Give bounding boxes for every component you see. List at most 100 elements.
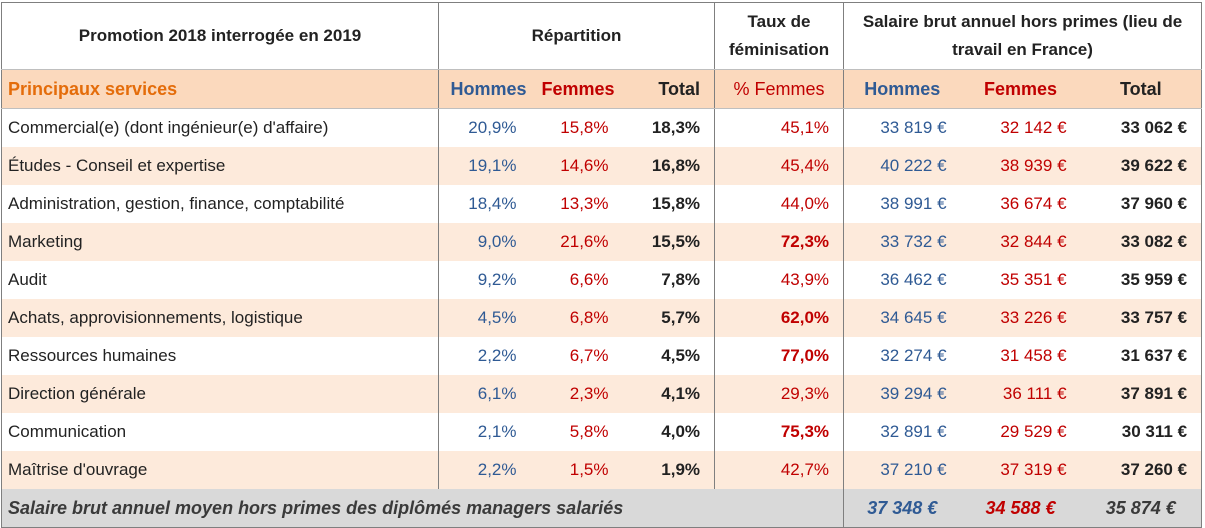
- table-row: Direction générale 6,1% 2,3% 4,1% 29,3% …: [1, 375, 1202, 413]
- footer-label: Salaire brut annuel moyen hors primes de…: [1, 489, 845, 528]
- femmes-value: 6,6%: [569, 270, 609, 289]
- salary-total-value: 30 311 €: [1121, 422, 1188, 441]
- femmes-value: 6,7%: [569, 346, 609, 365]
- service-name: Audit: [1, 261, 439, 299]
- total-value: 5,7%: [622, 299, 716, 337]
- footer-salary-hommes: 37 348 €: [843, 489, 961, 528]
- salary-total-value: 37 891 €: [1120, 384, 1188, 403]
- femmes-value: 2,3%: [569, 384, 609, 403]
- total-value: 15,5%: [622, 223, 716, 261]
- total-value: 4,0%: [622, 413, 716, 451]
- femmes-value: 15,8%: [560, 118, 609, 137]
- table-row: Maîtrise d'ouvrage 2,2% 1,5% 1,9% 42,7% …: [1, 451, 1202, 489]
- total-value: 18,3%: [622, 108, 716, 147]
- pct-femmes-value: 72,3%: [714, 223, 845, 261]
- hommes-value: 9,0%: [477, 232, 517, 251]
- salary-total-value: 33 082 €: [1120, 232, 1188, 251]
- salary-total-value: 35 959 €: [1120, 270, 1188, 289]
- col-sal-hommes: Hommes: [843, 69, 961, 109]
- hommes-value: 20,9%: [468, 118, 517, 137]
- pct-femmes-value: 42,7%: [714, 451, 845, 489]
- hommes-value: 4,5%: [477, 308, 517, 327]
- col-pct-femmes: % Femmes: [714, 69, 845, 109]
- total-value: 1,9%: [622, 451, 716, 489]
- salary-hommes-value: 33 732 €: [880, 232, 947, 251]
- salary-hommes-value: 33 819 €: [880, 118, 947, 137]
- service-name: Commercial(e) (dont ingénieur(e) d'affai…: [1, 108, 439, 147]
- table-row: Achats, approvisionnements, logistique 4…: [1, 299, 1202, 337]
- service-name: Ressources humaines: [1, 337, 439, 375]
- total-value: 15,8%: [622, 185, 716, 223]
- table-row: Commercial(e) (dont ingénieur(e) d'affai…: [1, 108, 1202, 147]
- salary-femmes-value: 36 111 €: [1002, 384, 1067, 403]
- hommes-value: 2,1%: [477, 422, 517, 441]
- repartition-header: Répartition: [438, 2, 716, 70]
- salary-hommes-value: 36 462 €: [880, 270, 947, 289]
- col-sal-femmes: Femmes: [960, 69, 1081, 109]
- femmes-value: 13,3%: [560, 194, 609, 213]
- pct-femmes-value: 29,3%: [714, 375, 845, 413]
- salary-femmes-value: 33 226 €: [1000, 308, 1067, 327]
- total-value: 7,8%: [622, 261, 716, 299]
- table-row: Ressources humaines 2,2% 6,7% 4,5% 77,0%…: [1, 337, 1202, 375]
- service-name: Études - Conseil et expertise: [1, 147, 439, 185]
- hommes-value: 9,2%: [477, 270, 517, 289]
- service-name: Direction générale: [1, 375, 439, 413]
- femmes-value: 21,6%: [560, 232, 609, 251]
- salary-femmes-value: 32 142 €: [1000, 118, 1067, 137]
- salary-hommes-value: 32 274 €: [880, 346, 947, 365]
- femmes-value: 6,8%: [569, 308, 609, 327]
- salary-total-value: 37 960 €: [1120, 194, 1188, 213]
- hommes-value: 2,2%: [477, 460, 517, 479]
- femmes-value: 14,6%: [560, 156, 609, 175]
- taux-header: Taux de féminisation: [714, 2, 845, 70]
- salary-total-value: 33 757 €: [1120, 308, 1188, 327]
- pct-femmes-value: 62,0%: [714, 299, 845, 337]
- service-name: Administration, gestion, finance, compta…: [1, 185, 439, 223]
- pct-femmes-value: 43,9%: [714, 261, 845, 299]
- table-title: Promotion 2018 interrogée en 2019: [1, 2, 439, 70]
- salary-femmes-value: 29 529 €: [1000, 422, 1067, 441]
- table-row: Études - Conseil et expertise 19,1% 14,6…: [1, 147, 1202, 185]
- total-value: 4,1%: [622, 375, 716, 413]
- salary-hommes-value: 37 210 €: [880, 460, 947, 479]
- services-label: Principaux services: [1, 69, 439, 109]
- salary-total-value: 33 062 €: [1120, 118, 1188, 137]
- pct-femmes-value: 45,1%: [714, 108, 845, 147]
- salary-hommes-value: 32 891 €: [880, 422, 947, 441]
- table-row: Audit 9,2% 6,6% 7,8% 43,9% 36 462 € 35 3…: [1, 261, 1202, 299]
- subheader-row: Principaux services Hommes Femmes Total …: [1, 69, 1202, 109]
- footer-salary-femmes: 34 588 €: [960, 489, 1081, 528]
- hommes-value: 6,1%: [477, 384, 517, 403]
- col-hommes: Hommes: [438, 69, 531, 109]
- salary-femmes-value: 31 458 €: [1000, 346, 1067, 365]
- service-name: Marketing: [1, 223, 439, 261]
- salary-femmes-value: 35 351 €: [1000, 270, 1067, 289]
- pct-femmes-value: 77,0%: [714, 337, 845, 375]
- table-row: Communication 2,1% 5,8% 4,0% 75,3% 32 89…: [1, 413, 1202, 451]
- salary-hommes-value: 34 645 €: [880, 308, 947, 327]
- header-row: Promotion 2018 interrogée en 2019 Répart…: [1, 2, 1202, 70]
- femmes-value: 5,8%: [569, 422, 609, 441]
- salary-total-value: 37 260 €: [1120, 460, 1188, 479]
- salaire-header: Salaire brut annuel hors primes (lieu de…: [843, 2, 1202, 70]
- total-value: 16,8%: [622, 147, 716, 185]
- hommes-value: 2,2%: [477, 346, 517, 365]
- col-sal-total: Total: [1080, 69, 1202, 109]
- footer-row: Salaire brut annuel moyen hors primes de…: [1, 489, 1202, 528]
- service-name: Communication: [1, 413, 439, 451]
- salary-femmes-value: 37 319 €: [1000, 460, 1067, 479]
- salary-hommes-value: 38 991 €: [880, 194, 947, 213]
- service-name: Achats, approvisionnements, logistique: [1, 299, 439, 337]
- footer-salary-total: 35 874 €: [1080, 489, 1202, 528]
- service-name: Maîtrise d'ouvrage: [1, 451, 439, 489]
- salary-femmes-value: 36 674 €: [1000, 194, 1067, 213]
- pct-femmes-value: 75,3%: [714, 413, 845, 451]
- pct-femmes-value: 44,0%: [714, 185, 845, 223]
- hommes-value: 18,4%: [468, 194, 517, 213]
- salary-hommes-value: 40 222 €: [880, 156, 947, 175]
- col-total: Total: [622, 69, 716, 109]
- salary-total-value: 31 637 €: [1120, 346, 1188, 365]
- hommes-value: 19,1%: [468, 156, 517, 175]
